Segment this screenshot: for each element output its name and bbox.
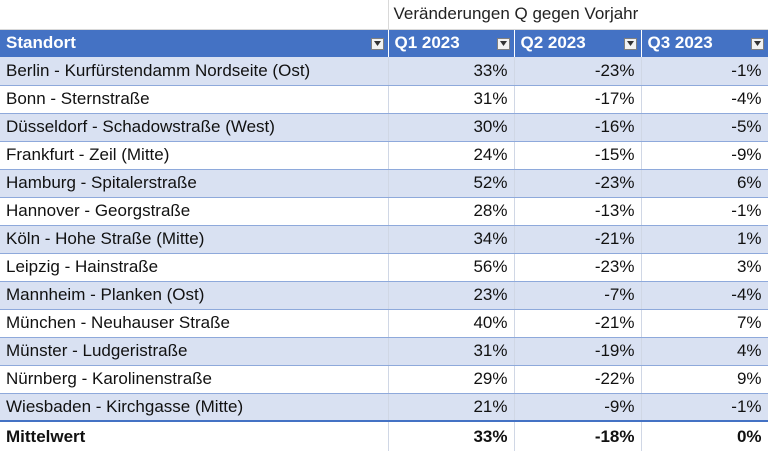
cell-q2[interactable]: -7% (514, 281, 642, 310)
total-q2[interactable]: -18% (514, 420, 642, 451)
cell-standort[interactable]: Frankfurt - Zeil (Mitte) (0, 141, 389, 170)
table-row: Hamburg - Spitalerstraße 52% -23% 6% (0, 169, 768, 198)
cell-standort[interactable]: München - Neuhauser Straße (0, 309, 389, 338)
cell-q1[interactable]: 34% (388, 225, 515, 254)
cell-q2[interactable]: -23% (514, 169, 642, 198)
cell-q3[interactable]: -1% (641, 393, 768, 422)
cell-q1[interactable]: 30% (388, 113, 515, 142)
cell-q2[interactable]: -19% (514, 337, 642, 366)
table-row: Wiesbaden - Kirchgasse (Mitte) 21% -9% -1% (0, 393, 768, 422)
table-row: Hannover - Georgstraße 28% -13% -1% (0, 197, 768, 226)
cell-q2[interactable]: -15% (514, 141, 642, 170)
cell-q1[interactable]: 31% (388, 85, 515, 114)
table-row: Nürnberg - Karolinenstraße 29% -22% 9% (0, 365, 768, 394)
cell-q3[interactable]: 6% (641, 169, 768, 198)
cell-standort[interactable]: Nürnberg - Karolinenstraße (0, 365, 389, 394)
table-row: Köln - Hohe Straße (Mitte) 34% -21% 1% (0, 225, 768, 254)
cell-q1[interactable]: 28% (388, 197, 515, 226)
cell-q1[interactable]: 33% (388, 57, 515, 86)
table-row: Bonn - Sternstraße 31% -17% -4% (0, 85, 768, 114)
cell-q1[interactable]: 23% (388, 281, 515, 310)
cell-q1[interactable]: 52% (388, 169, 515, 198)
cell-q2[interactable]: -22% (514, 365, 642, 394)
filter-dropdown-icon[interactable] (750, 37, 764, 50)
empty-cell[interactable] (0, 0, 389, 30)
cell-q1[interactable]: 40% (388, 309, 515, 338)
cell-standort[interactable]: Wiesbaden - Kirchgasse (Mitte) (0, 393, 389, 422)
cell-q2[interactable]: -9% (514, 393, 642, 422)
table-row: Berlin - Kurfürstendamm Nordseite (Ost) 3… (0, 57, 768, 86)
cell-standort[interactable]: Leipzig - Hainstraße (0, 253, 389, 282)
cell-q1[interactable]: 24% (388, 141, 515, 170)
total-q3[interactable]: 0% (641, 420, 768, 451)
cell-q2[interactable]: -23% (514, 253, 642, 282)
cell-q3[interactable]: 7% (641, 309, 768, 338)
cell-q1[interactable]: 56% (388, 253, 515, 282)
header-q3-2023[interactable]: Q3 2023 (641, 29, 768, 57)
header-standort[interactable]: Standort (0, 29, 389, 57)
cell-q3[interactable]: -1% (641, 197, 768, 226)
cell-q3[interactable]: -4% (641, 281, 768, 310)
cell-standort[interactable]: Hannover - Georgstraße (0, 197, 389, 226)
cell-q3[interactable]: -9% (641, 141, 768, 170)
header-row: Standort Q1 2023 Q2 2023 Q3 2023 (0, 29, 768, 57)
cell-q3[interactable]: -5% (641, 113, 768, 142)
cell-q1[interactable]: 31% (388, 337, 515, 366)
cell-standort[interactable]: Mannheim - Planken (Ost) (0, 281, 389, 310)
cell-q2[interactable]: -23% (514, 57, 642, 86)
cell-q2[interactable]: -17% (514, 85, 642, 114)
header-label: Q1 2023 (394, 33, 460, 53)
cell-standort[interactable]: Münster - Ludgeristraße (0, 337, 389, 366)
cell-q1[interactable]: 21% (388, 393, 515, 422)
cell-q3[interactable]: -1% (641, 57, 768, 86)
cell-standort[interactable]: Düsseldorf - Schadowstraße (West) (0, 113, 389, 142)
total-row: Mittelwert 33% -18% 0% (0, 420, 768, 451)
cell-q3[interactable]: 1% (641, 225, 768, 254)
filter-dropdown-icon[interactable] (370, 37, 384, 50)
caption-row: Veränderungen Q gegen Vorjahr (0, 0, 768, 30)
header-q2-2023[interactable]: Q2 2023 (514, 29, 642, 57)
total-label[interactable]: Mittelwert (0, 420, 389, 451)
cell-q3[interactable]: -4% (641, 85, 768, 114)
cell-standort[interactable]: Köln - Hohe Straße (Mitte) (0, 225, 389, 254)
header-label: Q2 2023 (520, 33, 586, 53)
cell-standort[interactable]: Berlin - Kurfürstendamm Nordseite (Ost) (0, 57, 389, 86)
table-row: Münster - Ludgeristraße 31% -19% 4% (0, 337, 768, 366)
table-row: Düsseldorf - Schadowstraße (West) 30% -16%… (0, 113, 768, 142)
cell-q1[interactable]: 29% (388, 365, 515, 394)
cell-standort[interactable]: Hamburg - Spitalerstraße (0, 169, 389, 198)
table-body: Berlin - Kurfürstendamm Nordseite (Ost) 3… (0, 57, 768, 422)
table-caption[interactable]: Veränderungen Q gegen Vorjahr (388, 0, 768, 30)
cell-q2[interactable]: -21% (514, 309, 642, 338)
table-row: Leipzig - Hainstraße 56% -23% 3% (0, 253, 768, 282)
cell-q3[interactable]: 4% (641, 337, 768, 366)
total-q1[interactable]: 33% (388, 420, 515, 451)
table-row: München - Neuhauser Straße 40% -21% 7% (0, 309, 768, 338)
header-q1-2023[interactable]: Q1 2023 (388, 29, 515, 57)
table-row: Frankfurt - Zeil (Mitte) 24% -15% -9% (0, 141, 768, 170)
cell-q2[interactable]: -21% (514, 225, 642, 254)
filter-dropdown-icon[interactable] (496, 37, 510, 50)
cell-q3[interactable]: 3% (641, 253, 768, 282)
cell-q2[interactable]: -16% (514, 113, 642, 142)
header-label: Q3 2023 (647, 33, 713, 53)
header-label: Standort (6, 33, 76, 53)
table-row: Mannheim - Planken (Ost) 23% -7% -4% (0, 281, 768, 310)
cell-standort[interactable]: Bonn - Sternstraße (0, 85, 389, 114)
filter-dropdown-icon[interactable] (623, 37, 637, 50)
cell-q2[interactable]: -13% (514, 197, 642, 226)
cell-q3[interactable]: 9% (641, 365, 768, 394)
